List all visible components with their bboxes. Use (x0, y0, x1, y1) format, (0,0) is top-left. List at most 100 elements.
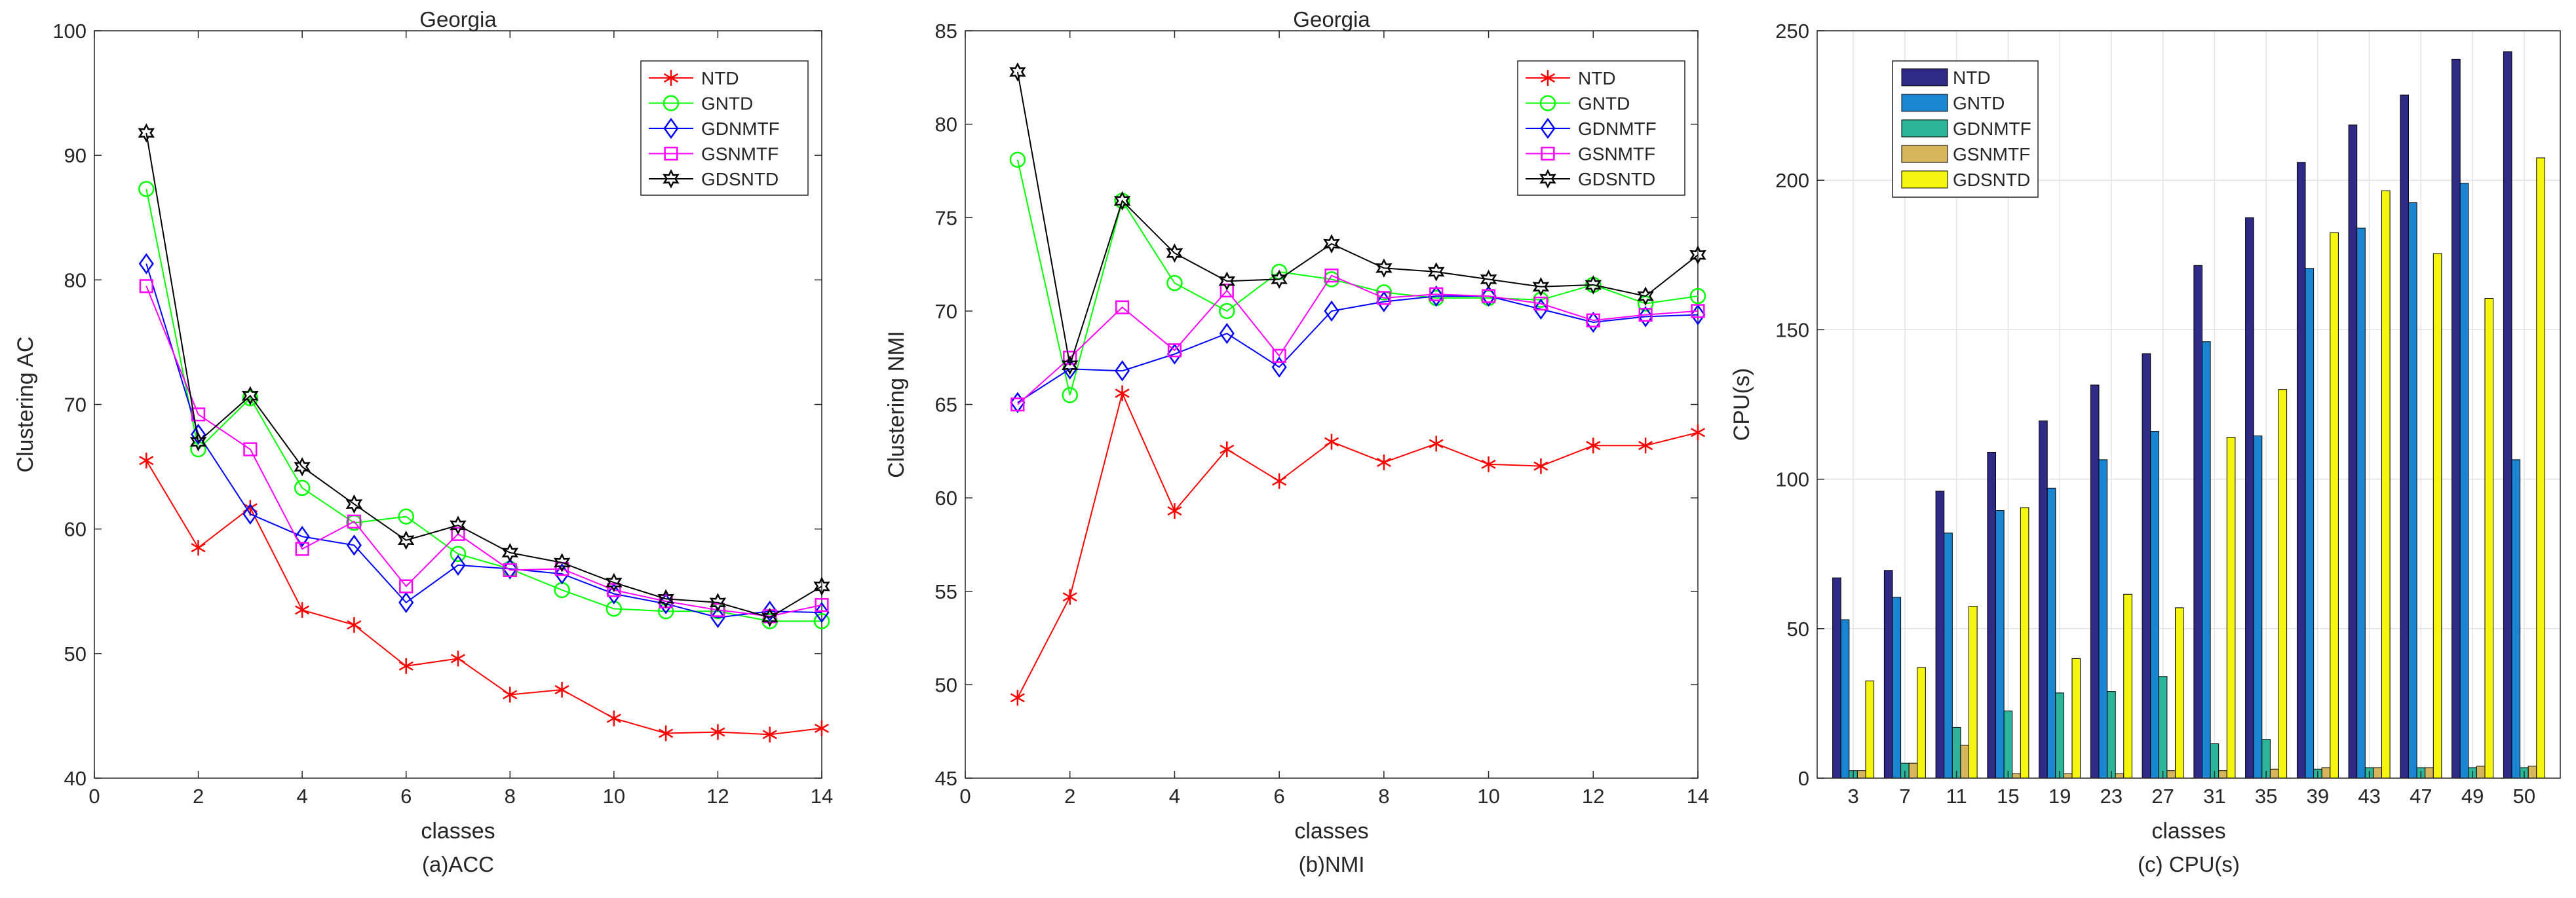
x-tick-label: 8 (1378, 785, 1389, 808)
y-tick-label: 65 (935, 394, 957, 417)
legend[interactable]: NTD GNTD GDNMTF GSNMTF GDSNTD (1892, 60, 2039, 198)
legend-item-NTD[interactable]: NTD (1901, 67, 1991, 88)
legend-item-GDNMTF[interactable]: GDNMTF (649, 117, 780, 140)
legend-marker-GSNMTF (1541, 146, 1555, 161)
legend-label: GSNMTF (701, 144, 779, 164)
legend-item-GDSNTD[interactable]: GDSNTD (1901, 170, 2030, 190)
y-axis-label: Clustering AC (13, 337, 38, 473)
bar-GDSNTD (2278, 389, 2288, 779)
bar-GDNMTF (2003, 710, 2013, 779)
legend[interactable]: NTD GNTD GDNMTF GSNMTF GDSNTD (1517, 60, 1685, 196)
data-point-GDSNTD (501, 543, 519, 563)
legend-marker-GDNMTF (663, 117, 679, 140)
data-point-GDSNTD (345, 494, 363, 514)
x-tick-label: 50 (2513, 785, 2535, 808)
data-point-GNTD (1533, 291, 1549, 309)
bar-GNTD (1944, 533, 1953, 779)
legend-item-GSNMTF[interactable]: GSNMTF (1901, 144, 2030, 164)
data-point-GNTD (1375, 284, 1393, 301)
data-point-NTD (1690, 424, 1706, 441)
bar-GDSNTD (2381, 190, 2391, 779)
legend-item-GDNMTF[interactable]: GDNMTF (1526, 117, 1657, 140)
figure-caption: (c) CPU(s) (2138, 852, 2240, 876)
x-axis-label: classes (2151, 819, 2225, 844)
legend-item-GDSNTD[interactable]: GDSNTD (649, 169, 779, 189)
data-point-GSNMTF (139, 279, 153, 293)
x-tick-label: 31 (2203, 785, 2225, 808)
legend-item-GNTD[interactable]: GNTD (1901, 93, 2005, 113)
bar-GDNMTF (1951, 726, 1961, 779)
bar-GNTD (2511, 459, 2521, 779)
data-point-GNTD (1009, 151, 1026, 168)
data-point-GDNMTF (762, 601, 778, 622)
legend-item-GNTD[interactable]: GNTD (649, 94, 753, 114)
bar-GNTD (1892, 597, 1902, 779)
x-tick-label: 0 (959, 785, 971, 808)
legend[interactable]: NTD GNTD GDNMTF GSNMTF GDSNTD (640, 60, 809, 196)
series-line-GDNMTF (1017, 295, 1699, 403)
bar-GNTD (2202, 341, 2211, 779)
legend-label: NTD (701, 68, 739, 88)
figure-caption: (b)NMI (1299, 852, 1365, 876)
legend-label: GDSNTD (1578, 169, 1655, 189)
bar-GSNMTF (2012, 773, 2021, 779)
legend-label: GNTD (701, 94, 753, 114)
data-point-NTD (554, 681, 569, 698)
bar-GNTD (2459, 183, 2469, 779)
bar-GSNMTF (2218, 770, 2227, 779)
data-point-GDSNTD (1271, 269, 1288, 290)
legend-item-GDNMTF[interactable]: GDNMTF (1901, 119, 2031, 139)
legend-label: GSNMTF (1578, 144, 1655, 164)
legend-item-GDSNTD[interactable]: GDSNTD (1526, 169, 1655, 189)
series-line-GDNMTF (145, 263, 822, 618)
chart-acc: 0 2 4 6 8 10 12 14 40 50 60 70 80 90 100 Georgia classes… (13, 7, 833, 876)
legend-item-GSNMTF[interactable]: GSNMTF (1526, 144, 1655, 164)
data-point-GDSNTD (242, 386, 259, 405)
legend-item-NTD[interactable]: NTD (1526, 68, 1616, 88)
legend-marker-GDSNTD (1539, 169, 1556, 189)
data-point-NTD (1429, 436, 1444, 452)
y-tick-label: 80 (64, 269, 87, 291)
legend-label: NTD (1953, 67, 1991, 88)
data-point-GDSNTD (397, 531, 415, 550)
bar-GSNMTF (2373, 767, 2382, 779)
legend-marker-GDNMTF (1540, 117, 1556, 140)
data-point-GDNMTF (1115, 360, 1130, 382)
legend-item-GSNMTF[interactable]: GSNMTF (649, 144, 779, 164)
data-point-GSNMTF (1272, 348, 1286, 363)
data-point-GDSNTD (1532, 277, 1550, 297)
data-point-GSNMTF (815, 598, 829, 612)
y-tick-label: 70 (935, 300, 957, 323)
data-point-GDNMTF (1533, 298, 1548, 320)
data-point-GNTD (1689, 288, 1706, 305)
bar-NTD (2142, 353, 2151, 779)
data-point-NTD (814, 720, 830, 736)
data-point-GDSNTD (1637, 286, 1654, 306)
legend-item-GNTD[interactable]: GNTD (1526, 94, 1630, 114)
series-line-NTD (145, 460, 822, 736)
x-tick-label: 7 (1899, 785, 1910, 808)
data-point-GSNMTF (1010, 397, 1025, 412)
legend-swatch-GNTD (1901, 94, 1948, 112)
data-point-GDSNTD (1166, 243, 1183, 263)
data-point-GNTD (450, 546, 467, 562)
legend-swatch-GDNMTF (1901, 119, 1948, 138)
data-point-NTD (295, 602, 310, 618)
legend-swatch-GDSNTD (1901, 170, 1948, 189)
legend-item-NTD[interactable]: NTD (649, 68, 739, 88)
data-point-NTD (1062, 589, 1077, 605)
bar-NTD (2296, 162, 2306, 779)
bar-GSNMTF (1908, 762, 1918, 779)
x-tick-label: 11 (1946, 785, 1967, 808)
bar-GDSNTD (2432, 253, 2442, 779)
y-tick-label: 50 (64, 643, 87, 665)
bar-GNTD (2356, 227, 2366, 779)
data-point-NTD (191, 540, 206, 556)
y-tick-label: 100 (1775, 468, 1809, 491)
x-tick-label: 2 (1064, 785, 1075, 808)
plot-frame (1817, 30, 2561, 779)
series-line-GSNMTF (1017, 274, 1699, 405)
legend-label: GDSNTD (1953, 170, 2030, 190)
x-tick-label: 14 (811, 785, 833, 808)
